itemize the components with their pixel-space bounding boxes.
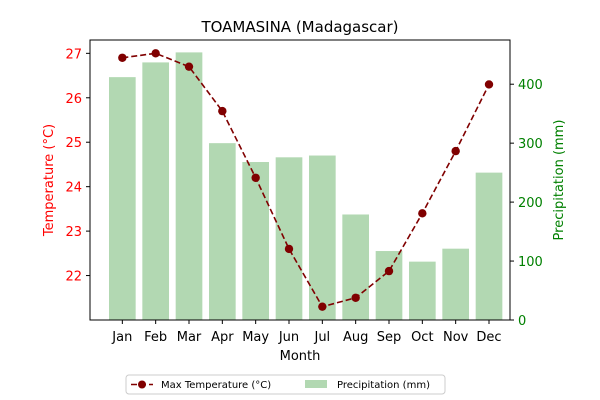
precipitation-bar-feb: [142, 62, 169, 321]
temperature-line: [122, 52, 490, 308]
precipitation-bars: [109, 52, 503, 321]
x-tick-label: Aug: [343, 330, 368, 345]
left-tick-label: 23: [65, 225, 82, 240]
precipitation-bar-oct: [409, 261, 436, 320]
chart-title: TOAMASINA (Madagascar): [200, 18, 398, 36]
temperature-point-jan: [118, 53, 127, 62]
x-axis-label: Month: [280, 349, 321, 364]
temperature-point-oct: [418, 209, 427, 218]
temperature-point-sep: [384, 266, 394, 276]
x-tick-label: Oct: [411, 330, 433, 345]
right-tick-label: 200: [518, 196, 543, 211]
x-axis: Jan Feb Mar Apr May Jun Jul Aug Sep Oct Nov Dec: [111, 320, 502, 345]
legend: Max Temperature (°C) Precipitation (mm): [125, 374, 446, 395]
left-tick-label: 26: [65, 92, 82, 107]
x-tick-label: Jun: [278, 330, 299, 345]
right-tick-label: 300: [518, 137, 543, 152]
temperature-point-apr: [218, 106, 227, 116]
temperature-line-series: [118, 49, 494, 311]
precipitation-bar-mar: [175, 52, 203, 320]
temperature-point-feb: [151, 49, 160, 58]
left-tick-label: 25: [65, 136, 82, 151]
right-tick-label: 400: [518, 78, 543, 93]
precipitation-bar-jan: [109, 77, 136, 320]
right-tick-label: 0: [518, 314, 526, 329]
x-tick-label: Mar: [177, 330, 202, 345]
legend-label-precipitation: Precipitation (mm): [337, 380, 430, 391]
left-tick-label: 24: [65, 181, 82, 196]
precipitation-bar-jul: [309, 155, 336, 320]
right-y-axis: 0 100 200 300 400: [510, 78, 543, 329]
x-tick-label: May: [242, 330, 269, 345]
temperature-point-dec: [484, 80, 494, 89]
legend-label-temperature: Max Temperature (°C): [161, 380, 271, 391]
x-tick-label: Jul: [313, 330, 330, 345]
temperature-point-aug: [351, 293, 360, 302]
x-tick-label: Jan: [111, 330, 132, 345]
left-y-axis: 22 23 24 25 26 27: [65, 47, 90, 285]
precipitation-bar-nov: [442, 248, 469, 320]
temperature-point-may: [251, 173, 260, 182]
right-axis-label: Precipitation (mm): [552, 120, 567, 241]
legend-marker-swatch: [138, 380, 146, 389]
left-tick-label: 22: [65, 270, 82, 285]
legend-bar-swatch: [305, 380, 327, 388]
x-tick-label: Nov: [443, 330, 469, 345]
x-tick-label: Dec: [476, 330, 501, 345]
right-tick-label: 100: [518, 255, 543, 270]
precipitation-bar-dec: [475, 172, 503, 320]
precipitation-bar-sep: [375, 251, 403, 320]
precipitation-bar-may: [242, 162, 269, 320]
temperature-point-mar: [184, 62, 194, 71]
left-tick-label: 27: [65, 47, 82, 62]
x-tick-label: Apr: [211, 330, 234, 345]
x-tick-label: Feb: [144, 330, 167, 345]
x-tick-label: Sep: [377, 330, 402, 345]
left-axis-label: Temperature (°C): [42, 124, 57, 237]
precipitation-bar-apr: [209, 143, 236, 320]
plot-area-frame: [89, 39, 511, 321]
legend-box: [125, 374, 446, 395]
precipitation-bar-aug: [342, 214, 369, 320]
temperature-point-jun: [284, 244, 294, 254]
temperature-point-nov: [451, 146, 460, 156]
precipitation-bar-jun: [275, 157, 303, 320]
temperature-point-jul: [318, 302, 327, 311]
